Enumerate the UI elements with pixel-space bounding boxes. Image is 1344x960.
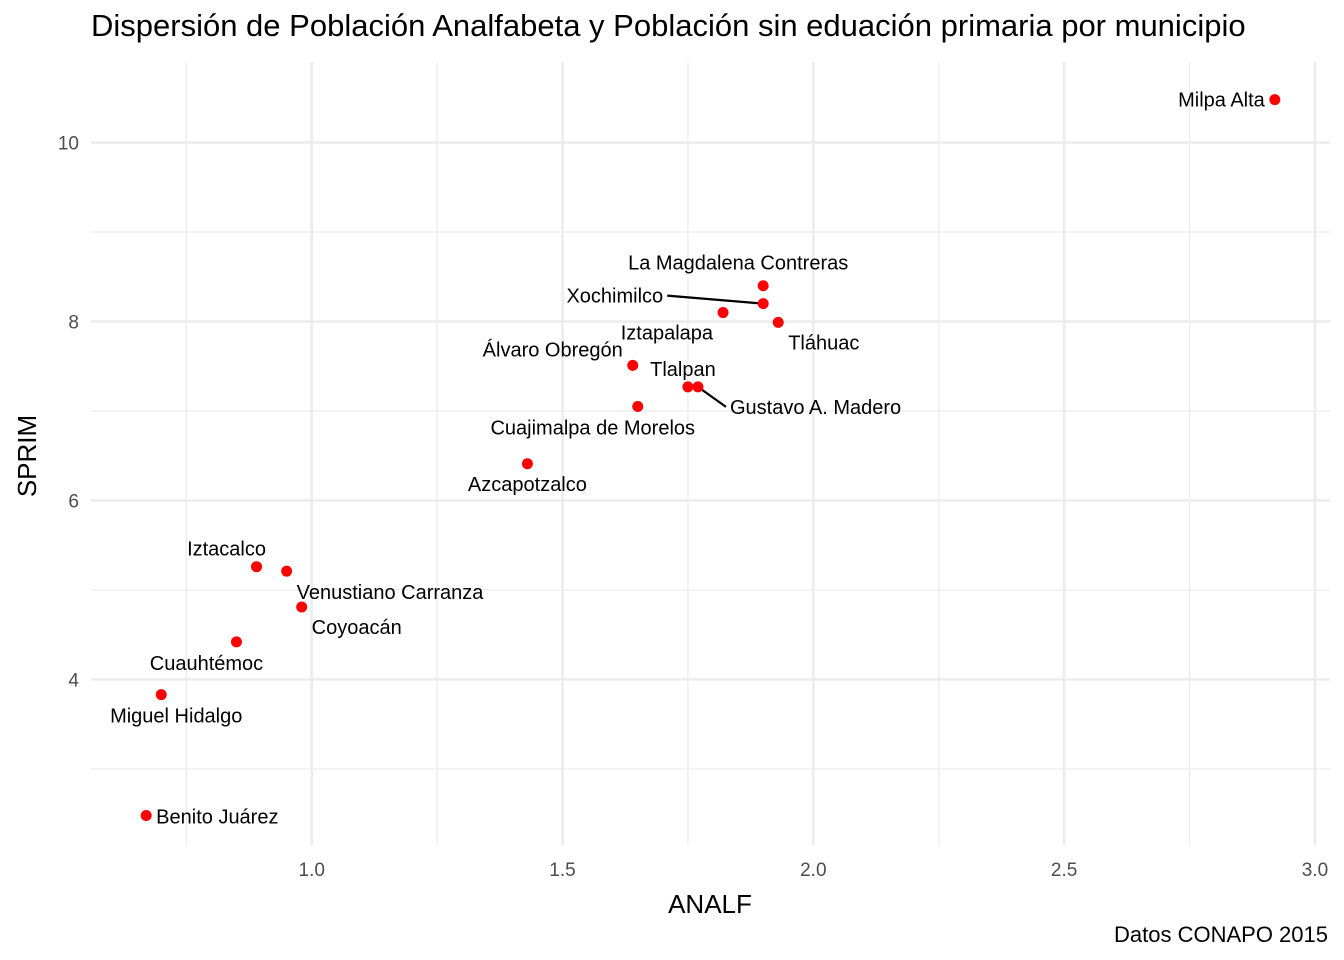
- data-point: [296, 601, 308, 613]
- data-point: [632, 401, 644, 413]
- point-label: Cuajimalpa de Morelos: [490, 418, 695, 440]
- data-point: [140, 809, 152, 821]
- point-label: Venustiano Carranza: [297, 582, 485, 604]
- y-tick-label: 6: [68, 491, 79, 512]
- x-tick-label: 1.5: [549, 860, 575, 881]
- point-label: Cuauhtémoc: [150, 653, 263, 675]
- y-tick-label: 4: [68, 670, 79, 691]
- data-point: [627, 359, 639, 371]
- data-point: [251, 561, 263, 573]
- chart-caption: Datos CONAPO 2015: [1114, 922, 1328, 947]
- point-label: La Magdalena Contreras: [628, 253, 848, 275]
- y-tick-label: 8: [68, 313, 79, 334]
- data-points: [140, 94, 1281, 821]
- point-label: Benito Juárez: [156, 806, 278, 828]
- data-point: [757, 298, 769, 310]
- x-axis-ticks: 1.0 1.5 2.0 2.5 3.0: [299, 860, 1329, 881]
- x-tick-label: 2.0: [800, 860, 826, 881]
- y-axis-title: SPRIM: [12, 415, 42, 497]
- grid-lines: [91, 62, 1330, 845]
- data-point: [281, 565, 293, 577]
- label-leader-line: [697, 385, 727, 408]
- point-label: Azcapotzalco: [468, 474, 587, 496]
- point-label: Miguel Hidalgo: [110, 706, 242, 728]
- data-point: [1269, 94, 1281, 106]
- point-label: Tláhuac: [788, 332, 859, 354]
- point-labels: Milpa Alta La Magdalena Contreras Xochimil…: [110, 90, 1266, 829]
- point-label: Coyoacán: [312, 617, 402, 639]
- x-tick-label: 2.5: [1051, 860, 1077, 881]
- point-label: Álvaro Obregón: [483, 338, 623, 361]
- y-tick-label: 10: [58, 134, 79, 155]
- point-label: Milpa Alta: [1178, 90, 1266, 112]
- data-point: [717, 307, 729, 319]
- y-axis-ticks: 4 6 8 10: [58, 134, 80, 692]
- point-label: Xochimilco: [566, 286, 663, 308]
- label-leader-lines: [667, 294, 764, 408]
- chart-title: Dispersión de Población Analfabeta y Pob…: [91, 8, 1246, 43]
- data-point: [772, 316, 784, 328]
- point-label: Iztapalapa: [621, 323, 714, 345]
- point-label: Iztacalco: [187, 539, 266, 561]
- x-tick-label: 3.0: [1302, 860, 1328, 881]
- label-leader-line: [667, 294, 764, 305]
- data-point: [682, 381, 694, 393]
- point-label: Tlalpan: [650, 359, 716, 381]
- data-point: [230, 636, 242, 648]
- data-point: [757, 280, 769, 292]
- x-axis-title: ANALF: [668, 889, 752, 919]
- x-tick-label: 1.0: [299, 860, 325, 881]
- data-point: [155, 689, 167, 701]
- point-label: Gustavo A. Madero: [730, 397, 901, 419]
- data-point: [692, 381, 704, 393]
- data-point: [521, 458, 533, 470]
